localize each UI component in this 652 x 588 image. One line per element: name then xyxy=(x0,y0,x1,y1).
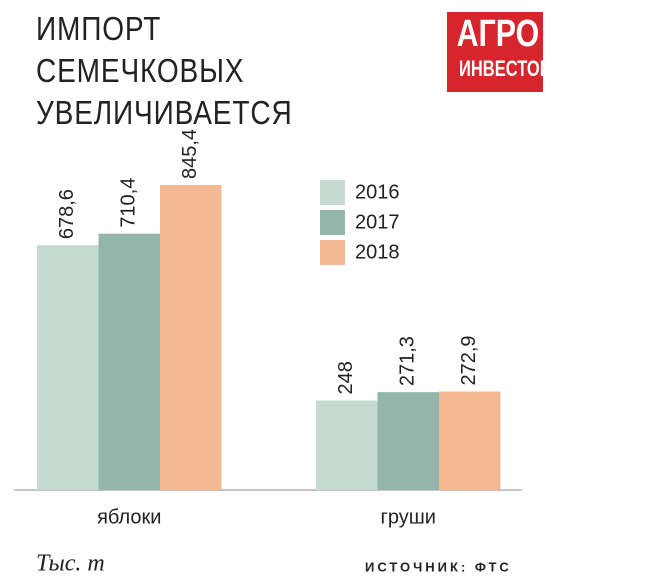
x-tick-label: груши xyxy=(381,506,436,528)
value-label: 710,4 xyxy=(118,178,140,228)
value-label: 248 xyxy=(335,361,357,394)
value-label: 271,3 xyxy=(397,336,419,386)
legend-swatch xyxy=(320,240,345,265)
logo: АГРО ИНВЕСТОР xyxy=(447,12,551,92)
logo-line: АГРО xyxy=(456,13,540,55)
bar xyxy=(439,391,501,490)
bar xyxy=(316,400,378,490)
bar xyxy=(37,245,99,490)
bar xyxy=(160,185,222,490)
legend-label: 2018 xyxy=(355,241,400,263)
bar xyxy=(98,233,160,490)
value-label: 678,6 xyxy=(56,189,78,239)
value-label: 272,9 xyxy=(458,335,480,385)
legend-swatch xyxy=(320,210,345,235)
legend-swatch xyxy=(320,180,345,205)
chart-title: ИМПОРТ СЕМЕЧКОВЫХ УВЕЛИЧИВАЕТСЯ xyxy=(36,10,293,131)
legend-label: 2016 xyxy=(355,181,400,203)
x-tick-label: яблоки xyxy=(97,506,161,528)
unit: Тыс. т xyxy=(36,551,105,577)
source: ИСТОЧНИК: ФТС xyxy=(365,559,512,574)
bar xyxy=(377,392,439,490)
value-label: 845,4 xyxy=(179,129,201,179)
legend-label: 2017 xyxy=(355,211,400,233)
